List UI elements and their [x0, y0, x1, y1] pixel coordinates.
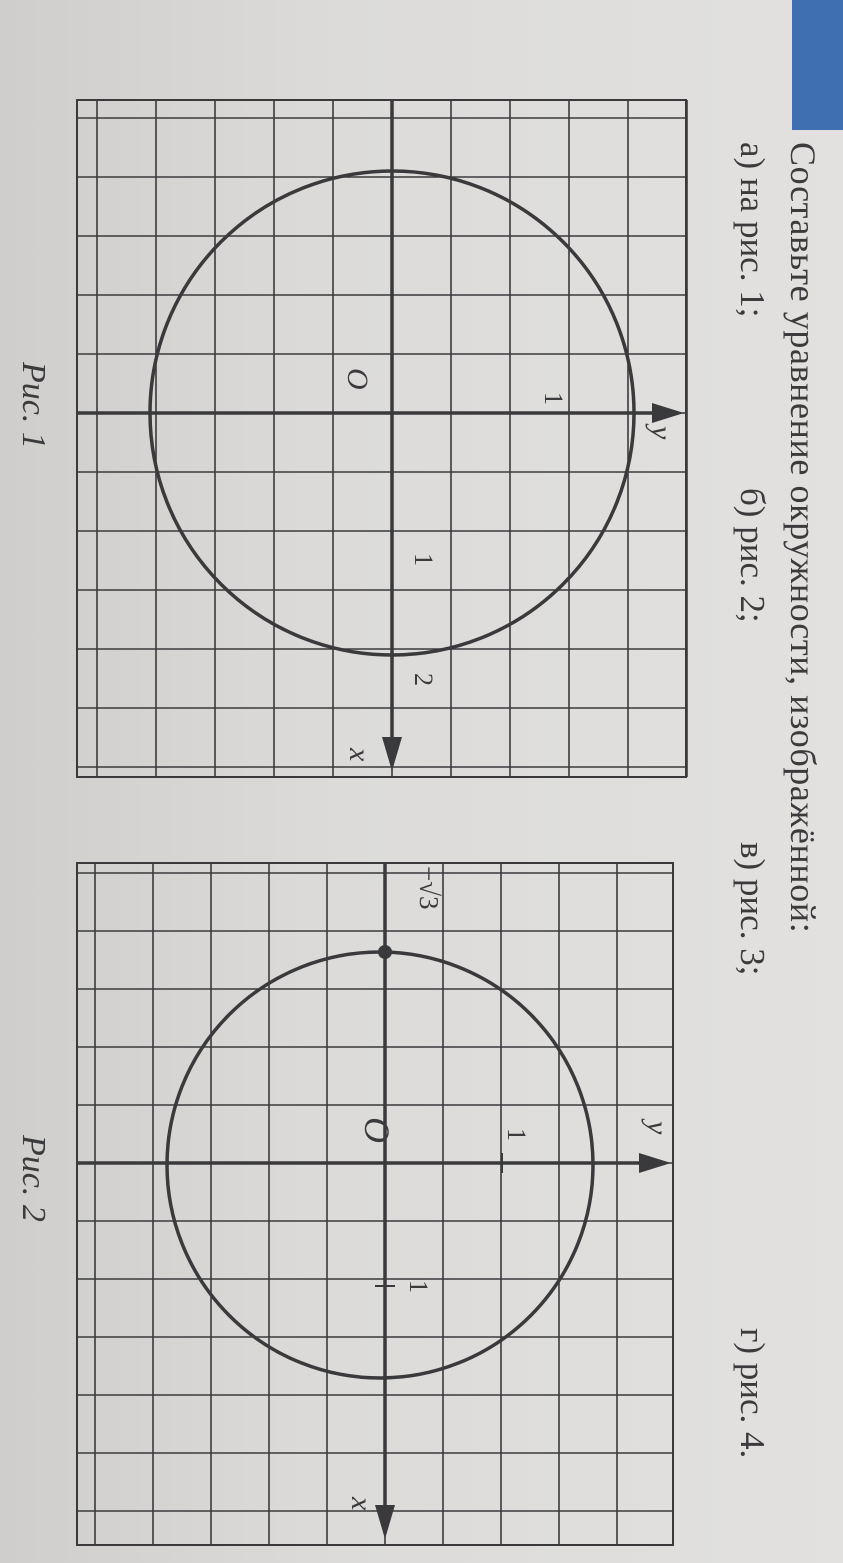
fig2-x-tick-label: 1	[404, 1280, 433, 1293]
figure-2	[76, 862, 674, 1546]
fig1-grid-border	[76, 99, 687, 778]
fig1-y-axis-arrow-icon	[652, 403, 684, 423]
fig2-y-tick-label: 1	[502, 1128, 531, 1141]
fig1-x-tick-label-1: 1	[409, 553, 438, 566]
fig2-x-axis-arrow-icon	[375, 1505, 395, 1539]
fig2-y-axis-label: y	[641, 1118, 674, 1135]
fig2-grid-border	[76, 862, 674, 1546]
fig1-circle	[148, 169, 636, 657]
fig1-y-axis-label: y	[645, 423, 678, 440]
exercise-number-badge	[792, 0, 843, 130]
fig2-x-axis-label: x	[345, 1496, 378, 1511]
fig1-x-axis-arrow-icon	[382, 737, 402, 771]
fig1-x-tick-label-2: 2	[409, 673, 438, 686]
fig1-y-tick-label: 1	[539, 392, 568, 405]
fig2-origin-label: O	[357, 1117, 397, 1143]
fig2-y-axis-arrow-icon	[639, 1153, 671, 1173]
fig2-point-label: −√3	[414, 866, 444, 910]
fig1-x-axis-label: x	[343, 747, 376, 762]
fig1-origin-label: O	[341, 368, 374, 390]
fig2-circle	[165, 950, 595, 1380]
figure-1	[76, 99, 688, 778]
fig2-marked-point	[378, 945, 392, 959]
